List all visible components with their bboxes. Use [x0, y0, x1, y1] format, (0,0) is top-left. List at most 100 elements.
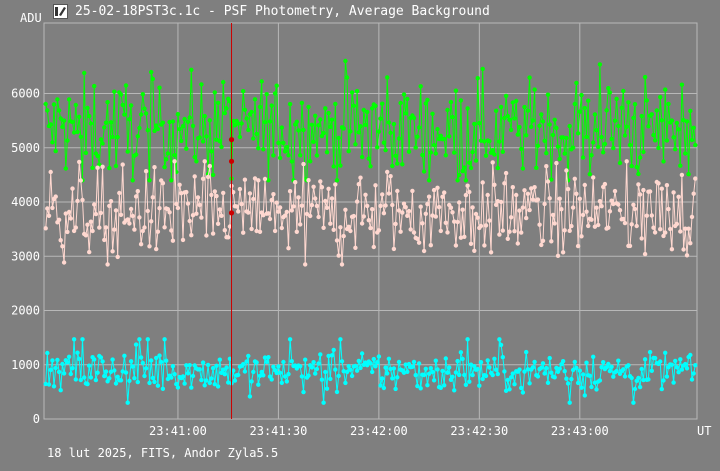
data-point [646, 377, 651, 382]
data-point [169, 375, 174, 380]
data-point [570, 367, 576, 373]
data-point [162, 337, 167, 342]
data-point [348, 129, 353, 134]
data-point [611, 201, 616, 207]
data-point [502, 181, 507, 186]
data-point [423, 366, 428, 371]
data-point [629, 163, 634, 169]
data-point [493, 202, 499, 207]
data-point [470, 205, 475, 210]
data-point [525, 108, 531, 113]
data-point [534, 165, 539, 170]
data-point [487, 139, 492, 144]
data-point [375, 360, 380, 365]
data-point [272, 228, 278, 234]
data-point [254, 228, 259, 234]
data-point [510, 371, 515, 376]
data-point [406, 149, 412, 154]
data-point [525, 191, 531, 196]
data-point [152, 379, 157, 385]
data-point [269, 197, 274, 203]
data-point [688, 108, 693, 114]
data-point [492, 152, 497, 157]
x-tick-label: 23:43:00 [551, 424, 609, 438]
data-point [495, 165, 500, 171]
data-point [197, 202, 202, 208]
data-point [45, 350, 50, 356]
data-point [455, 178, 460, 183]
data-point [562, 151, 567, 156]
data-point [426, 194, 432, 199]
data-point [222, 111, 227, 116]
data-point [324, 205, 330, 210]
data-point [371, 244, 376, 250]
data-point [599, 204, 604, 209]
data-point [475, 76, 480, 81]
data-point [599, 134, 604, 140]
data-point [50, 358, 55, 363]
data-point [579, 234, 584, 239]
data-point [318, 117, 323, 122]
data-point [688, 352, 693, 358]
data-point [85, 222, 90, 227]
data-point [82, 375, 87, 380]
data-point [344, 75, 350, 80]
data-point [676, 127, 681, 132]
data-point [428, 243, 433, 248]
data-point [154, 123, 159, 128]
data-point [147, 244, 152, 249]
data-point [266, 211, 271, 216]
data-point [143, 366, 149, 371]
data-point [321, 130, 326, 136]
data-point [438, 133, 443, 138]
data-point [274, 83, 279, 88]
data-point [684, 119, 690, 124]
data-point [344, 369, 350, 375]
data-point [318, 179, 323, 184]
data-point [584, 209, 589, 214]
series-line [45, 161, 696, 265]
data-point [222, 228, 227, 233]
data-point [154, 246, 159, 252]
data-point [405, 213, 410, 218]
data-point [400, 210, 405, 215]
data-point [137, 125, 142, 131]
data-point [175, 112, 181, 117]
data-point [73, 225, 79, 230]
data-point [493, 108, 499, 114]
data-point [80, 197, 85, 203]
data-point [239, 121, 244, 126]
data-point [326, 110, 331, 116]
data-point [395, 375, 400, 380]
data-point [71, 337, 77, 342]
telescope-app-icon[interactable] [53, 4, 68, 19]
data-point [241, 230, 246, 235]
data-point [108, 199, 114, 204]
data-point [591, 140, 596, 145]
data-point [485, 192, 490, 198]
data-point [231, 368, 236, 373]
data-point [271, 192, 276, 197]
data-point [580, 372, 586, 377]
data-point [80, 337, 85, 342]
data-point [179, 191, 184, 196]
data-point [452, 219, 457, 224]
data-point [530, 197, 536, 202]
data-point [261, 147, 266, 152]
data-point [465, 337, 470, 342]
data-point [515, 132, 520, 137]
data-point [56, 217, 62, 222]
data-point [370, 207, 375, 212]
data-point [562, 228, 567, 233]
data-point [666, 206, 671, 212]
data-point [363, 192, 368, 197]
data-point [296, 195, 301, 200]
data-point [524, 133, 529, 138]
data-point [361, 107, 366, 113]
data-point [313, 196, 318, 201]
data-point [170, 364, 176, 369]
data-point [128, 103, 134, 108]
data-point [448, 99, 454, 105]
data-point [554, 365, 559, 371]
data-point [249, 109, 254, 115]
